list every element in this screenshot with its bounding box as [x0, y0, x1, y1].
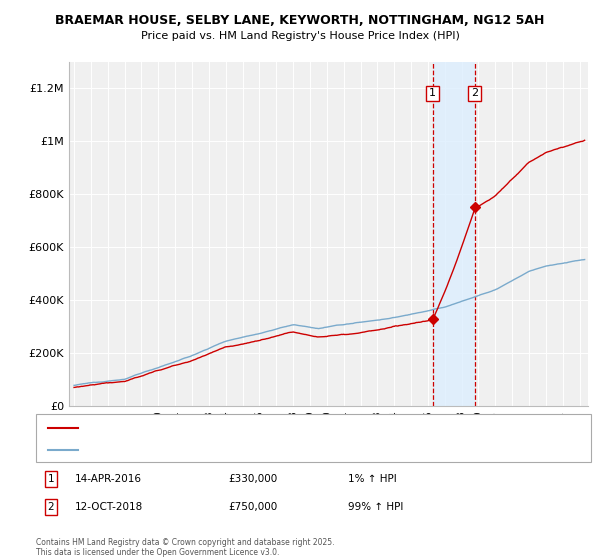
Text: 99% ↑ HPI: 99% ↑ HPI: [348, 502, 403, 512]
Text: 14-APR-2016: 14-APR-2016: [75, 474, 142, 484]
Text: Price paid vs. HM Land Registry's House Price Index (HPI): Price paid vs. HM Land Registry's House …: [140, 31, 460, 41]
Text: 1% ↑ HPI: 1% ↑ HPI: [348, 474, 397, 484]
Text: £330,000: £330,000: [228, 474, 277, 484]
Text: 2: 2: [471, 88, 478, 99]
Text: Contains HM Land Registry data © Crown copyright and database right 2025.
This d: Contains HM Land Registry data © Crown c…: [36, 538, 335, 557]
Bar: [433, 62, 475, 406]
Text: £750,000: £750,000: [228, 502, 277, 512]
Text: BRAEMAR HOUSE, SELBY LANE, KEYWORTH, NOTTINGHAM, NG12 5AH: BRAEMAR HOUSE, SELBY LANE, KEYWORTH, NOT…: [55, 14, 545, 27]
Text: HPI: Average price, detached house, Rushcliffe: HPI: Average price, detached house, Rush…: [84, 446, 286, 455]
Text: 12-OCT-2018: 12-OCT-2018: [75, 502, 143, 512]
Text: 1: 1: [47, 474, 55, 484]
Text: 2: 2: [47, 502, 55, 512]
Text: BRAEMAR HOUSE, SELBY LANE, KEYWORTH, NOTTINGHAM, NG12 5AH (detached house): BRAEMAR HOUSE, SELBY LANE, KEYWORTH, NOT…: [84, 423, 465, 432]
Text: 1: 1: [429, 88, 436, 99]
